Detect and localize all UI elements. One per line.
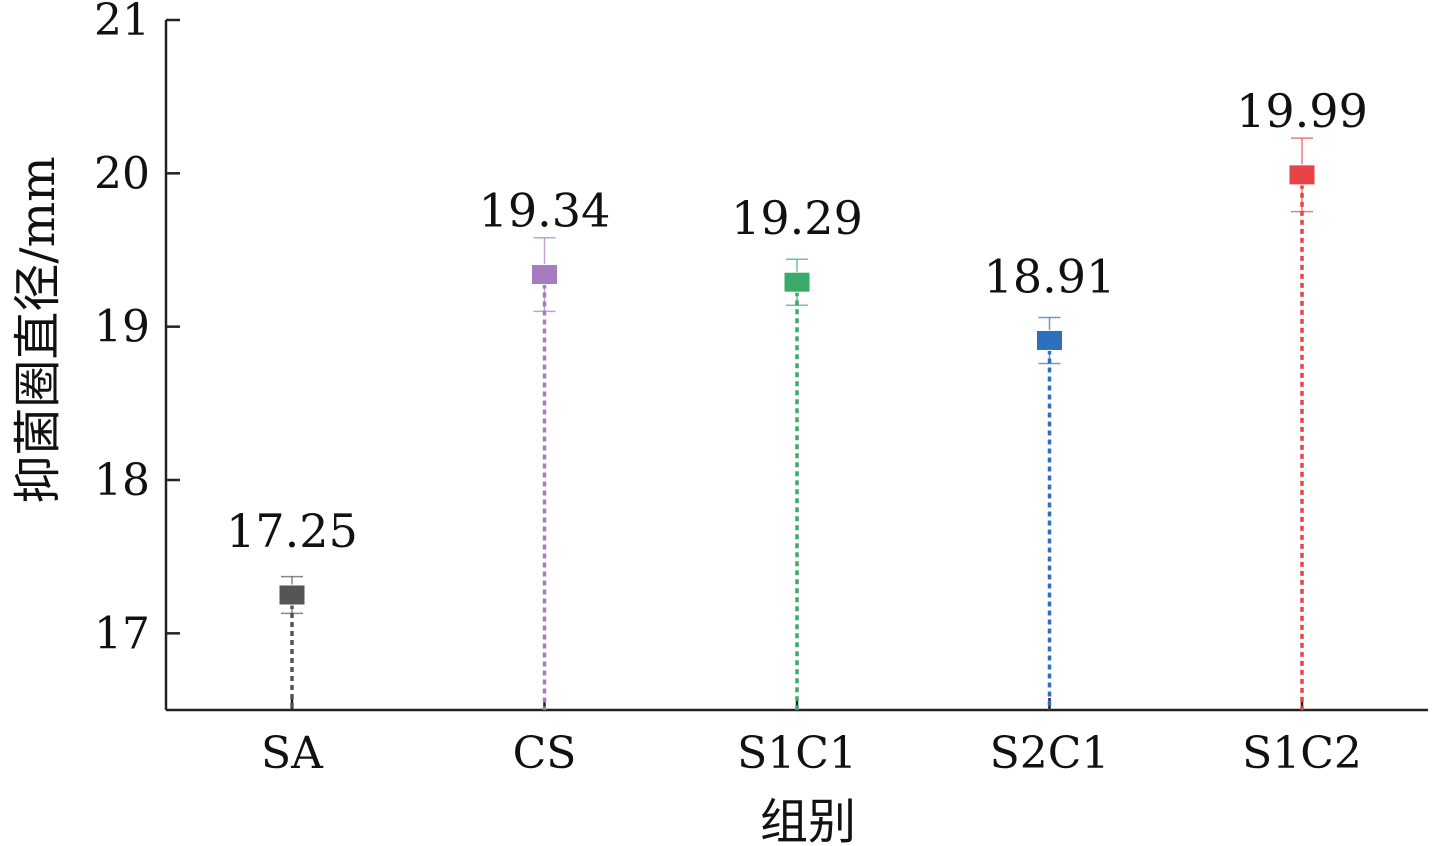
data-point: [531, 264, 558, 286]
y-tick-label: 18: [94, 455, 150, 506]
data-marks: 17.25 19.34 19.29 18.91 19.99: [226, 84, 1368, 710]
y-ticks: 17 18 19 20 21: [94, 0, 180, 659]
data-label: 17.25: [226, 504, 358, 558]
y-tick-label: 20: [94, 148, 150, 199]
x-tick-label: S1C2: [1242, 728, 1362, 779]
y-tick-label: 21: [94, 0, 150, 46]
x-axis-title: 组别: [760, 794, 856, 846]
data-point: [783, 271, 811, 293]
data-label: 19.99: [1236, 84, 1368, 138]
x-tick-label: SA: [261, 728, 324, 779]
data-point: [1036, 329, 1063, 351]
y-tick-label: 19: [94, 302, 150, 353]
y-axis-title: 抑菌圈直径/mm: [10, 156, 66, 503]
data-label: 19.34: [479, 184, 611, 238]
data-point: [278, 584, 306, 606]
x-tick-label: CS: [513, 728, 577, 779]
data-point: [1288, 164, 1316, 186]
data-label: 19.29: [731, 191, 863, 245]
y-tick-label: 17: [94, 608, 150, 659]
data-label: 18.91: [984, 249, 1116, 303]
x-tick-label: S2C1: [990, 728, 1110, 779]
x-tick-label: S1C1: [737, 728, 857, 779]
x-ticks: SA CS S1C1 S2C1 S1C2: [261, 698, 1362, 779]
